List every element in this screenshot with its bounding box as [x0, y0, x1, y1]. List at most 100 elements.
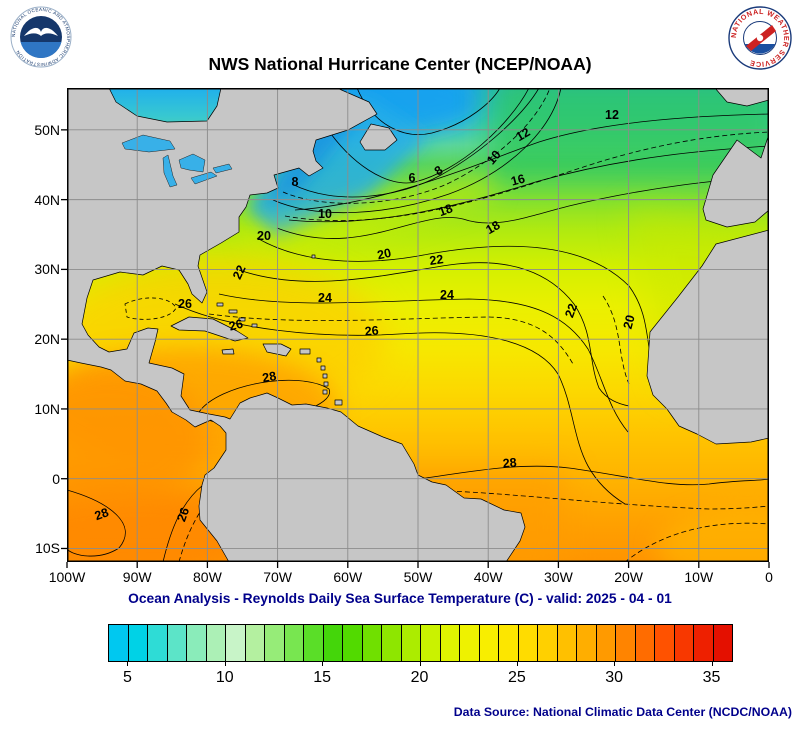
lat-tick-label: 10S: [35, 540, 60, 557]
sst-map: 6 8 8 10 10 12 12 16 18 18 20 20 20 22 22 22 24 24 26 26 26 2…: [61, 88, 770, 568]
colorbar-tick: [224, 661, 226, 666]
isotherm-label: 20: [257, 229, 271, 243]
colorbar-segment: [421, 625, 441, 661]
colorbar-segment: [148, 625, 168, 661]
isotherm-label: 6: [409, 171, 416, 185]
isotherm-label: 26: [227, 317, 244, 334]
lon-tick-label: 20W: [614, 569, 643, 585]
colorbar-segment: [343, 625, 363, 661]
isotherm-label: 16: [509, 172, 526, 189]
lon-tick-label: 70W: [263, 569, 292, 585]
colorbar-segment: [109, 625, 129, 661]
lat-tick-label: 10N: [34, 400, 60, 417]
antilles-island: [322, 373, 328, 379]
axis-ticks: [61, 129, 770, 568]
noaa-logo: NATIONAL OCEANIC AND ATMOSPHERIC ADMINIS…: [10, 6, 72, 68]
colorbar-tick: [127, 661, 129, 666]
newfoundland-island: [359, 123, 398, 151]
colorbar-tick-label: 20: [410, 669, 429, 686]
colorbar-segment: [206, 625, 226, 661]
colorbar-segment: [616, 625, 636, 661]
colorbar-segment: [577, 625, 597, 661]
lat-tick-label: 30N: [34, 261, 60, 278]
isotherm-label: 28: [502, 455, 517, 470]
isotherm-label: 20: [376, 246, 393, 263]
antilles-island: [316, 357, 322, 363]
colorbar-segment: [538, 625, 558, 661]
antilles-island: [322, 389, 328, 395]
isotherm-label: 12: [605, 108, 619, 122]
colorbar-tick: [419, 661, 421, 666]
isotherm-label: 26: [174, 506, 192, 524]
isotherm-label: 26: [178, 297, 192, 311]
isotherm-label: 10: [318, 207, 332, 221]
colorbar-segment: [713, 625, 732, 661]
colorbar-segment: [694, 625, 714, 661]
map-frame: [67, 88, 769, 562]
colorbar-segment: [167, 625, 187, 661]
lon-tick-label: 10W: [684, 569, 714, 585]
americas-landmass: [67, 88, 526, 562]
lat-tick-label: 20N: [34, 331, 60, 348]
colorbar-segment: [440, 625, 460, 661]
bermuda-island: [311, 254, 316, 259]
colorbar-segment: [401, 625, 421, 661]
colorbar-tick-label: 15: [313, 669, 332, 686]
lon-tick-label: 40W: [473, 569, 503, 585]
noaa-sea-shape: [20, 42, 62, 59]
isotherm-label: 24: [440, 288, 454, 302]
colorbar-tick-label: 10: [215, 669, 234, 686]
colorbar-segment: [635, 625, 655, 661]
colorbar-segment: [265, 625, 285, 661]
jamaica-island: [221, 348, 235, 355]
isotherm-label: 8: [292, 175, 299, 189]
colorbar-tick: [516, 661, 518, 666]
lon-tick-label: 30W: [543, 569, 573, 585]
colorbar-segment: [557, 625, 577, 661]
lon-tick-label: 60W: [333, 569, 363, 585]
lon-tick-label: 90W: [122, 569, 152, 585]
lat-tick-label: 50N: [34, 121, 60, 138]
antilles-island: [320, 365, 326, 371]
map-grid: [67, 88, 769, 562]
puerto-rico-island: [299, 348, 311, 355]
nws-center-dot: [756, 34, 764, 42]
isotherm-label: 22: [230, 263, 249, 282]
lon-tick-label: 100W: [48, 569, 86, 585]
isotherm-label: 22: [429, 252, 445, 268]
noaa-gull-icon: [24, 27, 58, 36]
england-landmass: [714, 88, 769, 107]
isotherm-contours: [67, 88, 769, 562]
cuba-island: [170, 316, 249, 342]
colorbar-tick: [614, 661, 616, 666]
colorbar-segment: [128, 625, 148, 661]
nws-logo: NATIONAL WEATHER SERVICE: [728, 6, 792, 70]
colorbar-tick-label: 30: [605, 669, 624, 686]
isotherm-label: 18: [483, 218, 502, 237]
lon-tick-label: 0: [765, 569, 773, 585]
lat-tick-label: 40N: [34, 191, 60, 208]
isotherm-label: 26: [364, 323, 379, 338]
isotherm-label: 12: [513, 125, 532, 144]
isotherm-label: 22: [562, 302, 580, 320]
colorbar-segment: [499, 625, 519, 661]
isotherm-label: 28: [261, 369, 277, 385]
colorbar-segment: [362, 625, 382, 661]
bahamas-island: [251, 323, 258, 328]
colorbar-tick-label: 25: [507, 669, 526, 686]
colorbar-segment: [187, 625, 207, 661]
colorbar-tick: [322, 661, 324, 666]
lat-tick-label: 0: [52, 470, 60, 487]
isotherm-label: 18: [437, 201, 455, 219]
temperature-colorbar: [108, 624, 733, 662]
colorbar-segment: [518, 625, 538, 661]
colorbar-segment: [323, 625, 343, 661]
africa-landmass: [646, 229, 769, 445]
lon-tick-label: 50W: [403, 569, 433, 585]
colorbar-segment: [284, 625, 304, 661]
isotherm-label: 28: [93, 505, 111, 523]
map-caption: Ocean Analysis - Reynolds Daily Sea Surf…: [128, 591, 672, 606]
page-title: NWS National Hurricane Center (NCEP/NOAA…: [208, 54, 592, 74]
